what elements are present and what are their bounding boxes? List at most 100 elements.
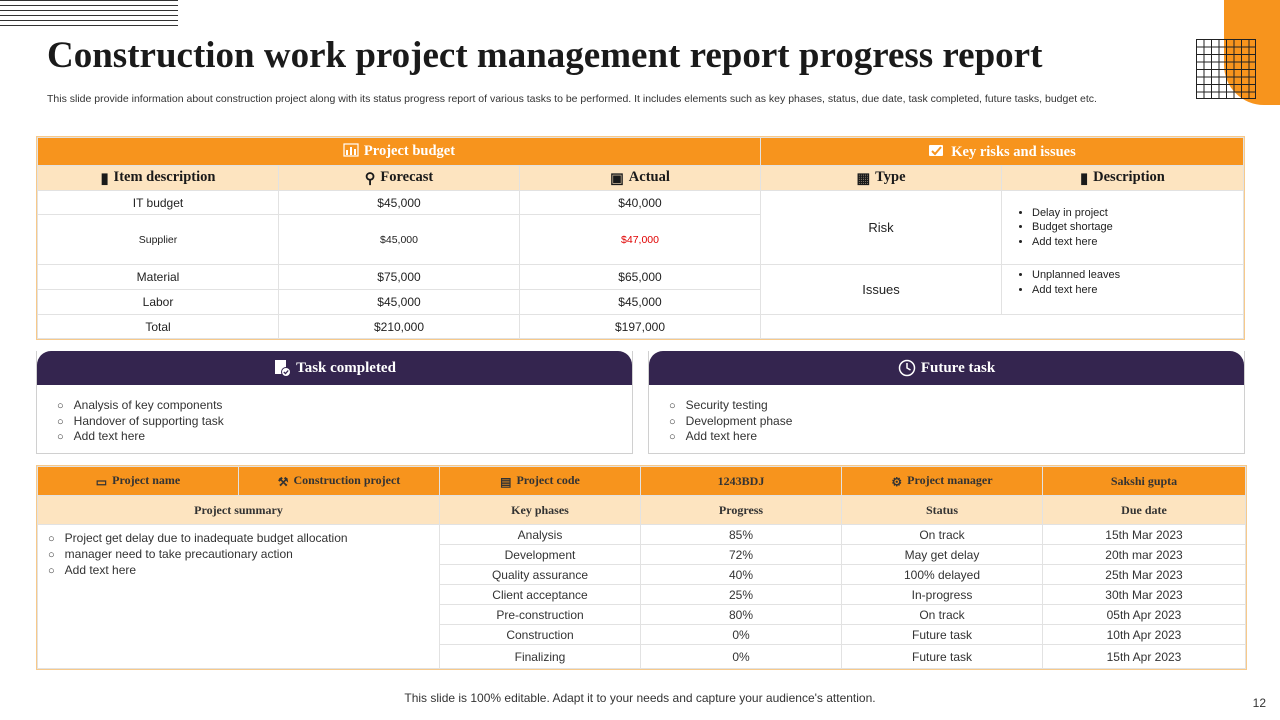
table-row: Labor $45,000 $45,000 bbox=[37, 289, 1244, 315]
list-item: Add text here bbox=[1032, 235, 1243, 250]
slide-subtitle: This slide provide information about con… bbox=[47, 93, 1097, 105]
future-task-header: Future task bbox=[649, 351, 1244, 385]
list-item: Add text here bbox=[1032, 283, 1243, 298]
budget-actual: $65,000 bbox=[519, 264, 761, 290]
list-item: Security testing bbox=[669, 398, 1244, 414]
budget-forecast: $45,000 bbox=[278, 214, 520, 265]
future-task-panel: Future task Security testing Development… bbox=[648, 351, 1245, 454]
decorative-lines bbox=[0, 0, 178, 28]
list-item: Add text here bbox=[669, 429, 1244, 445]
budget-total-label: Total bbox=[37, 314, 279, 339]
building-icon: ▦ bbox=[856, 170, 871, 187]
table-row: Client acceptance 25% In-progress 30th M… bbox=[38, 584, 1246, 605]
phase-due: 15th Apr 2023 bbox=[1042, 644, 1246, 669]
col-forecast: ⚲ Forecast bbox=[278, 165, 520, 191]
future-task-title: Future task bbox=[920, 359, 996, 376]
budget-total-actual: $197,000 bbox=[519, 314, 761, 339]
list-item: Development phase bbox=[669, 414, 1244, 430]
phase-name: Finalizing bbox=[439, 644, 641, 669]
col-progress: Progress bbox=[640, 495, 842, 525]
budget-actual: $40,000 bbox=[519, 190, 761, 215]
table-row: IT budget $45,000 $40,000 Risk Delay in … bbox=[37, 190, 1244, 265]
table-row: Material $75,000 $65,000 Issues Unplanne… bbox=[37, 264, 1244, 315]
budget-risks-table: Project budget Key risks and issues ▮ Ite… bbox=[36, 136, 1245, 340]
phase-due: 20th mar 2023 bbox=[1042, 544, 1246, 565]
footer-note: This slide is 100% editable. Adapt it to… bbox=[404, 691, 876, 705]
phase-progress: 85% bbox=[640, 524, 842, 545]
phase-progress: 25% bbox=[640, 584, 842, 605]
table-row: Pre-construction 80% On track 05th Apr 2… bbox=[38, 604, 1246, 625]
chart-icon bbox=[343, 143, 359, 157]
list-item: Budget shortage bbox=[1032, 220, 1243, 235]
phase-due: 25th Mar 2023 bbox=[1042, 564, 1246, 585]
budget-header: Project budget bbox=[37, 137, 761, 166]
project-code-label: ▤ Project code bbox=[439, 466, 641, 496]
phase-name: Pre-construction bbox=[439, 604, 641, 625]
table-row: Quality assurance 40% 100% delayed 25th … bbox=[38, 564, 1246, 585]
phase-due: 05th Apr 2023 bbox=[1042, 604, 1246, 625]
table-row: Supplier $45,000 $47,000 bbox=[37, 214, 1244, 265]
task-completed-panel: Task completed Analysis of key component… bbox=[36, 351, 633, 454]
crane-icon: ⚒ bbox=[277, 474, 289, 489]
budget-forecast: $75,000 bbox=[278, 264, 520, 290]
budget-item: IT budget bbox=[37, 190, 279, 215]
budget-item: Supplier bbox=[37, 214, 279, 265]
phase-status: In-progress bbox=[841, 584, 1043, 605]
forecast-icon: ⚲ bbox=[364, 170, 376, 187]
table-row: Project get delay due to inadequate budg… bbox=[37, 524, 1246, 669]
id-card-icon: ▭ bbox=[95, 474, 108, 489]
col-type: ▦ Type bbox=[760, 165, 1002, 191]
budget-forecast: $45,000 bbox=[278, 190, 520, 215]
budget-item: Labor bbox=[37, 289, 279, 315]
col-key-phases: Key phases bbox=[439, 495, 641, 525]
col-actual: ▣ Actual bbox=[519, 165, 761, 191]
risk-description: Unplanned leaves Add text here bbox=[1001, 264, 1244, 315]
phase-progress: 40% bbox=[640, 564, 842, 585]
checklist-icon bbox=[929, 144, 944, 156]
project-manager-label: ⚙ Project manager bbox=[841, 466, 1043, 496]
list-item: Add text here bbox=[57, 429, 632, 445]
list-item: Analysis of key components bbox=[57, 398, 632, 414]
list-item: Add text here bbox=[48, 563, 439, 579]
clock-icon bbox=[898, 359, 916, 377]
project-manager-value: Sakshi gupta bbox=[1042, 466, 1246, 496]
col-due-date: Due date bbox=[1042, 495, 1246, 525]
phase-status: Future task bbox=[841, 624, 1043, 645]
col-project-summary: Project summary bbox=[37, 495, 440, 525]
project-code-value: 1243BDJ bbox=[640, 466, 842, 496]
money-icon: ▣ bbox=[610, 170, 624, 187]
table-row: Finalizing 0% Future task 15th Apr 2023 bbox=[38, 644, 1246, 669]
budget-total-forecast: $210,000 bbox=[278, 314, 520, 339]
phase-status: On track bbox=[841, 524, 1043, 545]
budget-item: Material bbox=[37, 264, 279, 290]
task-completed-title: Task completed bbox=[296, 359, 396, 376]
risk-type: Risk bbox=[760, 190, 1002, 265]
phase-progress: 0% bbox=[640, 644, 842, 669]
decorative-grid bbox=[1196, 39, 1256, 99]
phase-name: Quality assurance bbox=[439, 564, 641, 585]
phase-name: Construction bbox=[439, 624, 641, 645]
table-row: Development 72% May get delay 20th mar 2… bbox=[38, 544, 1246, 565]
phase-due: 15th Mar 2023 bbox=[1042, 524, 1246, 545]
risks-header: Key risks and issues bbox=[760, 137, 1244, 166]
project-summary: Project get delay due to inadequate budg… bbox=[37, 524, 440, 669]
budget-forecast: $45,000 bbox=[278, 289, 520, 315]
list-item: Handover of supporting task bbox=[57, 414, 632, 430]
phase-progress: 0% bbox=[640, 624, 842, 645]
list-item: Project get delay due to inadequate budg… bbox=[48, 531, 439, 547]
col-status: Status bbox=[841, 495, 1043, 525]
phase-due: 30th Mar 2023 bbox=[1042, 584, 1246, 605]
budget-header-label: Project budget bbox=[363, 143, 456, 159]
risk-description: Delay in project Budget shortage Add tex… bbox=[1001, 190, 1244, 265]
phase-status: Future task bbox=[841, 644, 1043, 669]
list-item: Unplanned leaves bbox=[1032, 268, 1243, 283]
gear-icon: ⚙ bbox=[891, 474, 903, 489]
list-item: Delay in project bbox=[1032, 206, 1243, 221]
risk-type: Issues bbox=[760, 264, 1002, 315]
project-name-value: ⚒ Construction project bbox=[238, 466, 440, 496]
phase-progress: 72% bbox=[640, 544, 842, 565]
task-check-icon bbox=[275, 360, 292, 377]
phase-status: May get delay bbox=[841, 544, 1043, 565]
phase-name: Client acceptance bbox=[439, 584, 641, 605]
empty-cell bbox=[760, 314, 1244, 339]
